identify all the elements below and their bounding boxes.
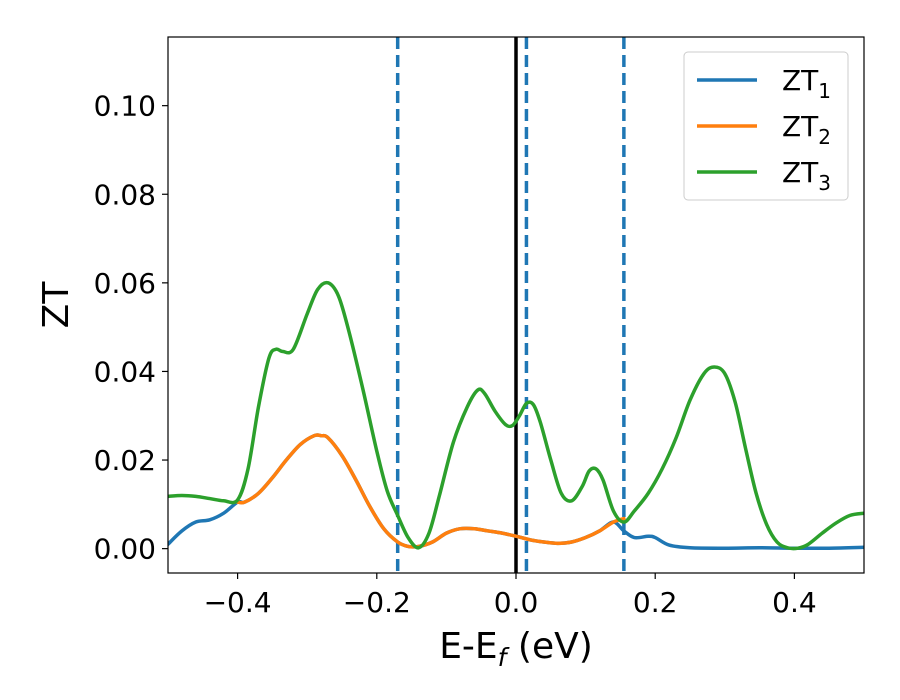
legend: ZT1 ZT2 ZT3 <box>683 51 849 201</box>
y-tick-label: 0.02 <box>94 444 156 477</box>
legend-label-zt2: ZT2 <box>782 110 831 149</box>
y-tick-label: 0.04 <box>94 355 156 388</box>
x-tick-label: 0.2 <box>633 586 678 619</box>
y-tick-label: 0.06 <box>94 267 156 300</box>
x-tick-label: −0.4 <box>204 586 272 619</box>
legend-box <box>683 51 849 201</box>
y-tick-label: 0.00 <box>94 533 156 566</box>
x-tick-label: −0.2 <box>343 586 411 619</box>
legend-label-zt3: ZT3 <box>782 156 831 195</box>
y-axis-label: ZT <box>36 281 77 329</box>
series-line-zt3 <box>168 280 864 551</box>
y-tick-label: 0.10 <box>94 90 156 123</box>
x-axis-label: E-Ef (eV) <box>439 626 593 672</box>
legend-label-zt1: ZT1 <box>782 64 831 103</box>
x-tick-label: 0.0 <box>494 586 539 619</box>
x-tick-label: 0.4 <box>772 586 817 619</box>
y-tick-label: 0.08 <box>94 178 156 211</box>
